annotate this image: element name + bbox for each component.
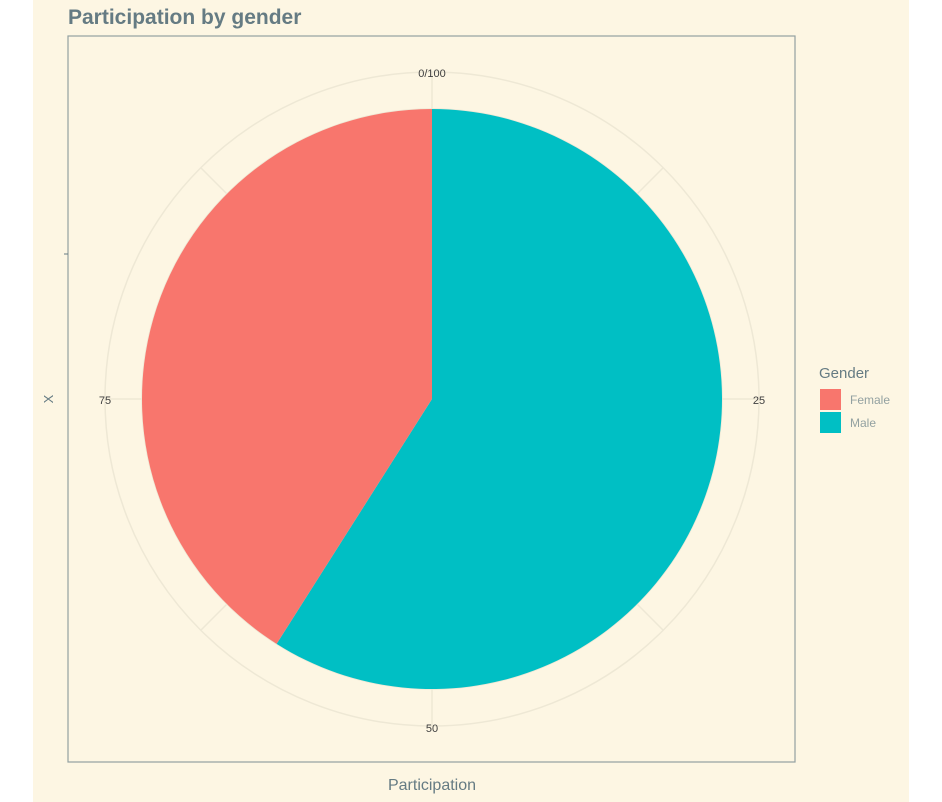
y-axis-title: X — [41, 394, 56, 403]
pie-slices — [142, 109, 723, 689]
pie-slice-male — [276, 109, 723, 689]
theta-tick-label-75: 75 — [99, 395, 111, 407]
x-axis-title: Participation — [388, 777, 476, 794]
legend-label-female: Female — [850, 393, 890, 407]
theta-tick-label-50: 50 — [426, 723, 438, 735]
panel-border — [67, 35, 796, 763]
pie-slice-female — [142, 109, 432, 644]
legend: Gender Female Male — [819, 365, 890, 433]
legend-key-female — [820, 389, 841, 410]
theta-tick-label-25: 25 — [753, 395, 765, 407]
legend-key-male — [820, 412, 841, 433]
theta-tick-label-0: 0/100 — [418, 68, 446, 80]
legend-label-male: Male — [850, 416, 876, 430]
legend-title: Gender — [819, 365, 869, 382]
chart-title: Participation by gender — [68, 6, 301, 29]
